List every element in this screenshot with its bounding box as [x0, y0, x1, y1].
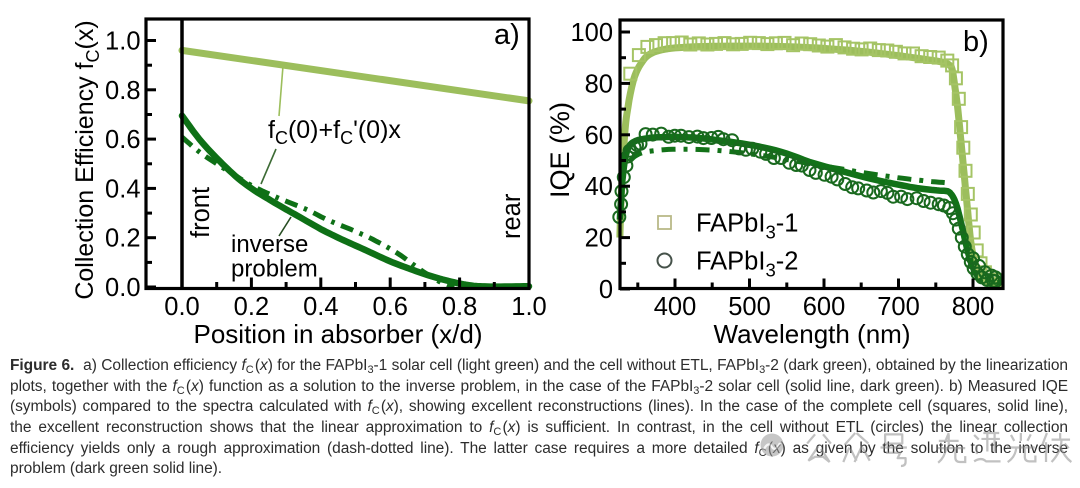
svg-text:80: 80	[585, 70, 613, 98]
svg-text:0.0: 0.0	[164, 293, 199, 321]
svg-text:0: 0	[599, 276, 613, 304]
svg-text:800: 800	[952, 293, 995, 321]
svg-text:0.6: 0.6	[372, 293, 407, 321]
svg-text:0.8: 0.8	[105, 77, 140, 105]
svg-text:1.0: 1.0	[511, 293, 546, 321]
svg-text:500: 500	[728, 293, 771, 321]
svg-text:FAPbI3-1: FAPbI3-1	[696, 210, 798, 243]
svg-text:1.0: 1.0	[105, 28, 140, 56]
svg-text:b): b)	[963, 26, 989, 58]
svg-text:a): a)	[494, 19, 520, 51]
svg-text:problem: problem	[231, 256, 318, 283]
svg-text:0.4: 0.4	[105, 175, 140, 203]
svg-text:0.2: 0.2	[234, 293, 269, 321]
svg-text:400: 400	[654, 293, 697, 321]
svg-text:0.8: 0.8	[442, 293, 477, 321]
svg-text:Wavelength (nm): Wavelength (nm)	[714, 319, 911, 349]
svg-text:Position in absorber (x/d): Position in absorber (x/d)	[193, 319, 482, 349]
svg-text:Collection Efficiency fC(x): Collection Efficiency fC(x)	[71, 20, 103, 299]
svg-text:700: 700	[877, 293, 920, 321]
svg-text:fC(0)+fC'(0)x: fC(0)+fC'(0)x	[268, 116, 401, 148]
svg-text:IQE (%): IQE (%)	[545, 102, 575, 198]
svg-text:0.2: 0.2	[105, 225, 140, 253]
svg-text:0.4: 0.4	[303, 293, 338, 321]
svg-text:front: front	[187, 187, 215, 238]
svg-text:60: 60	[585, 122, 613, 150]
svg-text:0.0: 0.0	[105, 274, 140, 302]
svg-text:0.6: 0.6	[105, 126, 140, 154]
svg-text:100: 100	[570, 19, 613, 47]
svg-text:rear: rear	[498, 193, 526, 239]
svg-text:FAPbI3-2: FAPbI3-2	[696, 248, 798, 281]
svg-text:20: 20	[585, 225, 613, 253]
svg-text:inverse: inverse	[231, 231, 308, 258]
svg-text:600: 600	[803, 293, 846, 321]
svg-text:40: 40	[585, 173, 613, 201]
